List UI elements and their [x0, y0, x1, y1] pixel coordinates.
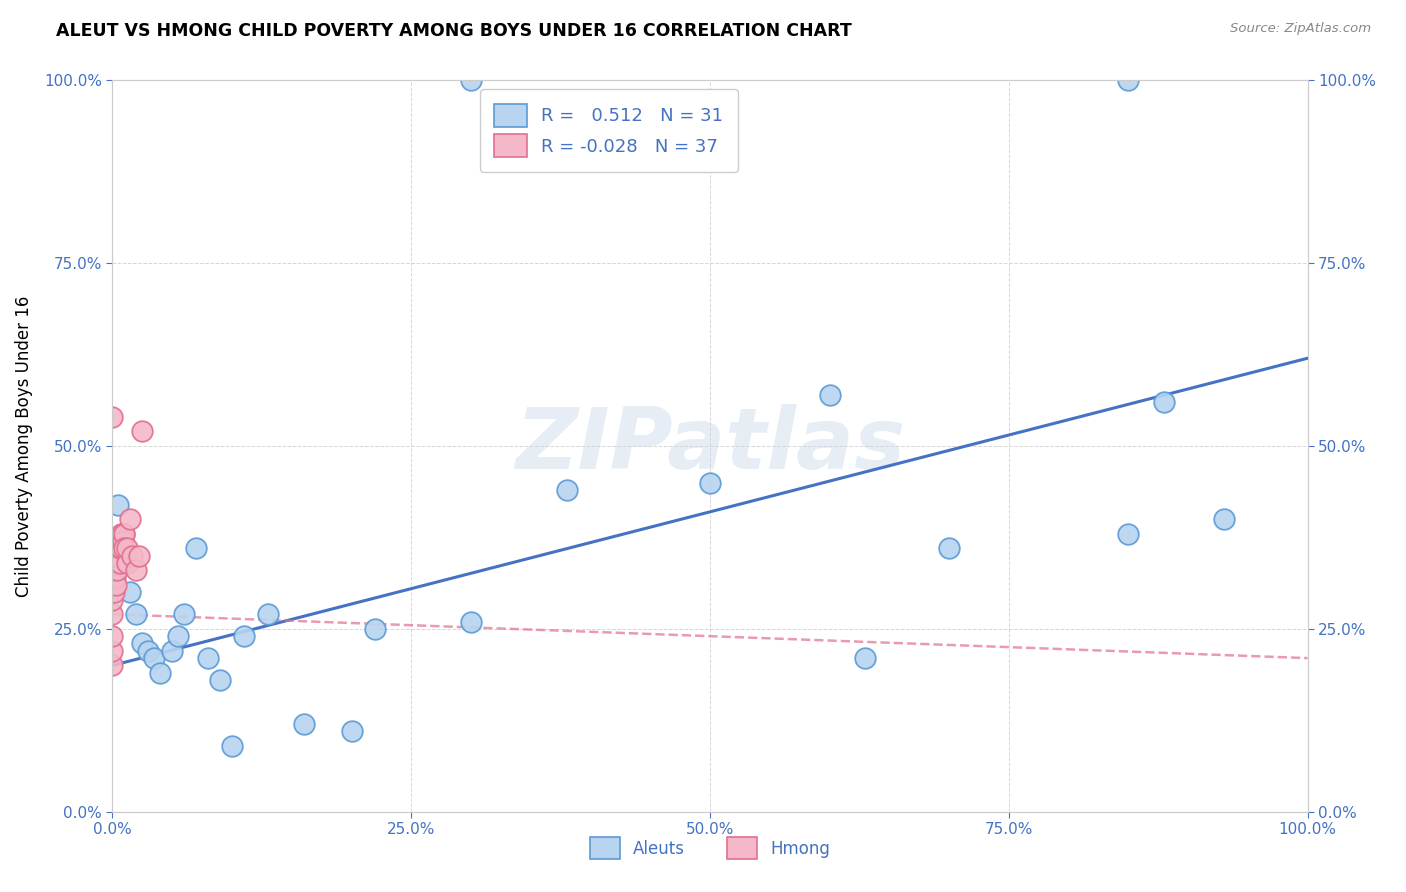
- Point: [209, 673, 232, 687]
- Point: [125, 563, 148, 577]
- Point: [112, 534, 135, 549]
- Point: [173, 607, 195, 622]
- Y-axis label: Child Poverty Among Boys Under 16: Child Poverty Among Boys Under 16: [15, 295, 32, 597]
- Point: [101, 607, 124, 622]
- Point: [143, 651, 166, 665]
- Point: [115, 541, 138, 556]
- Point: [364, 622, 387, 636]
- Text: ALEUT VS HMONG CHILD POVERTY AMONG BOYS UNDER 16 CORRELATION CHART: ALEUT VS HMONG CHILD POVERTY AMONG BOYS …: [56, 22, 852, 40]
- Point: [855, 651, 877, 665]
- Point: [233, 629, 256, 643]
- Point: [107, 498, 129, 512]
- Point: [101, 658, 124, 673]
- Point: [460, 73, 482, 87]
- Point: [101, 644, 124, 658]
- Point: [105, 563, 128, 577]
- Point: [101, 629, 124, 643]
- Point: [101, 409, 124, 424]
- Point: [257, 607, 280, 622]
- Point: [120, 512, 142, 526]
- Point: [138, 644, 160, 658]
- Point: [104, 549, 127, 563]
- Point: [114, 541, 135, 556]
- Point: [103, 549, 125, 563]
- Point: [167, 629, 190, 643]
- Point: [104, 571, 127, 585]
- Point: [149, 665, 172, 680]
- Point: [107, 549, 129, 563]
- Point: [111, 526, 134, 541]
- Point: [1153, 395, 1175, 409]
- Point: [105, 578, 128, 592]
- Point: [131, 425, 153, 439]
- Point: [115, 556, 138, 570]
- Point: [340, 724, 363, 739]
- Point: [1118, 526, 1140, 541]
- Point: [128, 549, 150, 563]
- Point: [111, 534, 134, 549]
- Point: [103, 563, 125, 577]
- Point: [101, 592, 124, 607]
- Point: [105, 549, 128, 563]
- Point: [107, 534, 129, 549]
- Point: [292, 717, 315, 731]
- Point: [103, 585, 125, 599]
- Point: [110, 541, 132, 556]
- Point: [460, 615, 482, 629]
- Point: [197, 651, 219, 665]
- Point: [110, 526, 132, 541]
- Text: Source: ZipAtlas.com: Source: ZipAtlas.com: [1230, 22, 1371, 36]
- Point: [938, 541, 960, 556]
- Point: [114, 526, 135, 541]
- Point: [131, 636, 153, 650]
- Text: ZIPatlas: ZIPatlas: [515, 404, 905, 488]
- Point: [114, 526, 135, 541]
- Point: [699, 475, 721, 490]
- Point: [108, 556, 131, 570]
- Point: [818, 388, 841, 402]
- Point: [105, 556, 128, 570]
- Point: [221, 739, 243, 753]
- Point: [162, 644, 183, 658]
- Point: [125, 607, 148, 622]
- Legend: Aleuts, Hmong: Aleuts, Hmong: [583, 830, 837, 865]
- Point: [555, 483, 578, 497]
- Point: [108, 541, 131, 556]
- Point: [101, 578, 124, 592]
- Point: [1213, 512, 1236, 526]
- Point: [101, 563, 124, 577]
- Point: [121, 549, 143, 563]
- Point: [186, 541, 208, 556]
- Point: [101, 541, 124, 556]
- Point: [120, 585, 142, 599]
- Point: [101, 571, 124, 585]
- Point: [1118, 73, 1140, 87]
